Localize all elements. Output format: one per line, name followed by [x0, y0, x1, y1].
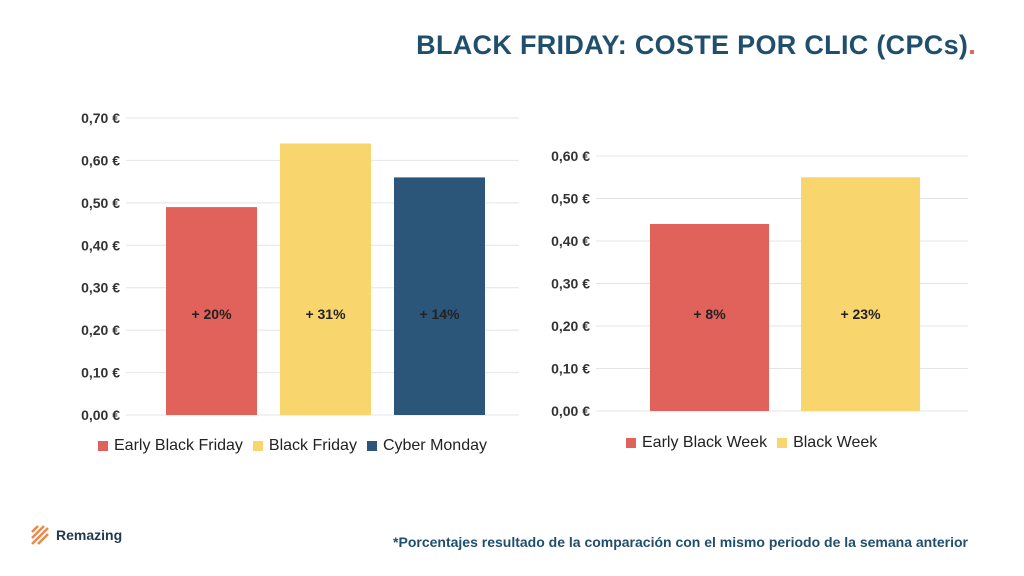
data-label: + 31% [305, 306, 346, 322]
y-tick-label: 0,10 € [551, 361, 590, 377]
y-tick-label: 0,40 € [81, 237, 120, 253]
legend-black-friday: Early Black Friday Black Friday Cyber Mond… [98, 437, 497, 455]
legend-swatch [777, 438, 788, 448]
y-tick-label: 0,00 € [81, 407, 120, 423]
footnote: *Porcentajes resultado de la comparación… [393, 534, 968, 550]
legend-item: Early Black Week [626, 434, 767, 452]
bar-early-black-week [650, 224, 769, 411]
y-tick-label: 0,40 € [551, 233, 590, 249]
y-tick-label: 0,50 € [551, 191, 590, 207]
y-tick-label: 0,30 € [551, 276, 590, 292]
page-title: BLACK FRIDAY: COSTE POR CLIC (CPCs). [416, 30, 976, 61]
legend-item: Black Week [777, 434, 877, 452]
y-tick-label: 0,60 € [81, 152, 120, 168]
data-label: + 23% [840, 306, 881, 322]
legend-label: Black Friday [268, 437, 357, 454]
legend-swatch [626, 438, 636, 448]
legend-item: Black Friday [252, 437, 357, 455]
y-tick-label: 0,70 € [81, 110, 120, 126]
data-label: + 8% [693, 306, 726, 322]
y-tick-label: 0,20 € [81, 322, 120, 338]
legend-label: Early Black Friday [114, 437, 243, 454]
legend-item: Cyber Monday [366, 437, 487, 455]
legend-label: Early Black Week [642, 434, 768, 451]
legend-black-week: Early Black Week Black Week [626, 434, 887, 452]
title-text: BLACK FRIDAY: COSTE POR CLIC (CPCs) [416, 30, 969, 60]
y-tick-label: 0,30 € [81, 280, 120, 296]
y-tick-label: 0,50 € [81, 195, 120, 211]
bar-cyber-monday [394, 177, 485, 415]
y-tick-label: 0,60 € [551, 148, 590, 164]
bar-black-friday [280, 143, 371, 415]
data-label: + 20% [191, 306, 232, 322]
title-dot: . [968, 30, 976, 60]
legend-label: Black Week [793, 434, 878, 451]
remazing-logo-icon [31, 525, 49, 545]
y-tick-label: 0,10 € [81, 365, 120, 381]
legend-swatch [98, 441, 108, 451]
legend-item: Early Black Friday [98, 437, 243, 455]
brand-name: Remazing [56, 527, 123, 543]
legend-swatch [252, 441, 263, 451]
legend-swatch [366, 441, 377, 451]
legend-label: Cyber Monday [382, 437, 487, 454]
bar-black-week [801, 177, 920, 411]
data-label: + 14% [419, 306, 460, 322]
bar-early-black-friday [166, 207, 257, 415]
y-tick-label: 0,00 € [551, 403, 590, 419]
y-tick-label: 0,20 € [551, 318, 590, 334]
brand-logo: Remazing [30, 524, 122, 546]
